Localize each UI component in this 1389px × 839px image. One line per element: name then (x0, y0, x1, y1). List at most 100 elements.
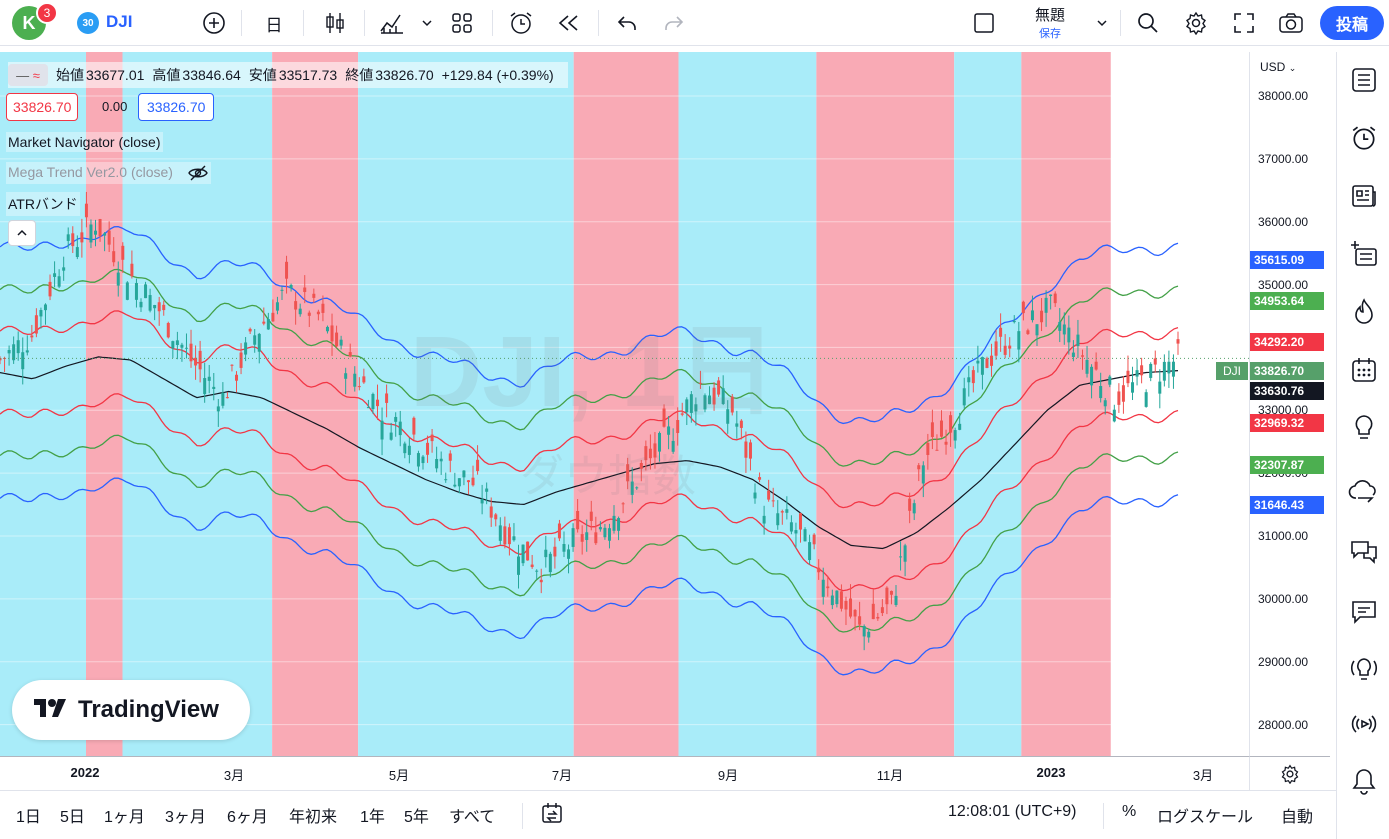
news-button[interactable] (1337, 176, 1389, 216)
notifications-button[interactable] (1337, 762, 1389, 802)
chart-type-button[interactable] (317, 0, 353, 46)
goto-date-button[interactable] (540, 801, 564, 830)
study-atr-band[interactable]: ATRバンド (6, 192, 80, 216)
candle-body (48, 281, 52, 297)
rewind-icon (558, 15, 578, 31)
buy-price-button[interactable]: 33826.70 (138, 93, 215, 121)
alert-button[interactable] (503, 0, 539, 46)
replay-button[interactable] (551, 0, 587, 46)
tradingview-logo[interactable]: TradingView (12, 680, 250, 740)
candle-body (1071, 352, 1075, 357)
study-mega-trend[interactable]: Mega Trend Ver2.0 (close) (6, 162, 211, 185)
range-all[interactable]: すべて (449, 809, 496, 826)
candle-body (244, 342, 248, 355)
alarm-clock-icon (510, 12, 532, 34)
idea-broadcast-button[interactable] (1337, 650, 1389, 690)
candle-body (839, 591, 843, 609)
indicators-dropdown[interactable] (416, 0, 438, 46)
play-stream-button[interactable] (1337, 704, 1389, 744)
candle-body (248, 328, 252, 332)
candle-body (253, 335, 257, 345)
timezone-button[interactable]: 12:08:01 (UTC+9) (948, 803, 1077, 820)
settings-button[interactable] (1178, 0, 1214, 46)
data-window-button[interactable] (1337, 234, 1389, 274)
range-5y[interactable]: 5年 (404, 809, 429, 826)
notification-badge: 3 (36, 2, 58, 24)
undo-button[interactable] (609, 0, 645, 46)
calendar-button[interactable] (1337, 350, 1389, 390)
symbol-search-button[interactable]: DJI (106, 12, 133, 31)
candle-body (894, 595, 898, 605)
candle-body (439, 458, 443, 462)
candle-body (635, 487, 639, 489)
alerts-button[interactable] (1337, 118, 1389, 158)
add-list-icon (1350, 241, 1377, 266)
candle-body (453, 484, 457, 487)
legend-toggle[interactable]: — ≈ (8, 64, 48, 86)
price-axis[interactable]: USD ⌄ 38000.0037000.0036000.0035000.0034… (1216, 52, 1330, 756)
interval-button[interactable]: 日 (265, 15, 283, 35)
time-tick-label: 9月 (717, 768, 739, 783)
collapse-legend-button[interactable] (8, 220, 36, 246)
time-tick-label: 3月 (223, 768, 245, 783)
chart-pane[interactable]: DJI, 1日 ダウ指数 — ≈ 始値 33677.01 高値 33846.64 安… (0, 52, 1249, 756)
price-tick-label: 33000.00 (1258, 403, 1309, 418)
compare-symbol-button[interactable] (196, 0, 232, 46)
candle-body (103, 233, 107, 236)
indicators-button[interactable] (374, 0, 410, 46)
range-ytd[interactable]: 年初来 (289, 809, 338, 826)
currency-selector[interactable]: USD ⌄ (1260, 60, 1296, 74)
price-tick-label: 30000.00 (1258, 591, 1309, 606)
fullscreen-button[interactable] (1226, 0, 1262, 46)
watchlist-button[interactable] (1337, 60, 1389, 100)
layout-save-button[interactable]: 無題 保存 (1020, 4, 1080, 41)
layout-name: 無題 (1034, 7, 1065, 24)
candle-body (621, 503, 625, 505)
trend-zone-10 (1110, 52, 1178, 756)
candle-body (548, 553, 552, 573)
candle-body (876, 616, 880, 619)
redo-button[interactable] (656, 0, 692, 46)
layout-dropdown[interactable] (1091, 0, 1113, 46)
candle-body (598, 527, 602, 530)
candle-body (539, 579, 543, 583)
range-1m[interactable]: 1ヶ月 (104, 809, 145, 826)
messages-button[interactable] (1337, 592, 1389, 632)
range-6m[interactable]: 6ヶ月 (227, 809, 268, 826)
ideas-button[interactable] (1337, 408, 1389, 448)
candle-body (885, 587, 889, 605)
range-1y[interactable]: 1年 (360, 809, 385, 826)
percent-scale-toggle[interactable]: % (1122, 803, 1137, 820)
mid-line (0, 356, 1179, 550)
chevron-down-icon (422, 20, 432, 27)
time-axis[interactable]: 2022 3月 5月 7月 9月 11月 2023 3月 (0, 756, 1249, 790)
candle-body (567, 549, 571, 559)
auto-scale-toggle[interactable]: 自動 (1281, 809, 1314, 826)
candle-body (812, 534, 816, 545)
candle-body (230, 364, 234, 366)
range-1d[interactable]: 1日 (16, 809, 41, 826)
study-market-navigator[interactable]: Market Navigator (close) (6, 132, 163, 152)
snapshot-button[interactable] (1273, 0, 1309, 46)
candle-body (21, 352, 25, 370)
range-3m[interactable]: 3ヶ月 (165, 809, 206, 826)
hotlists-button[interactable] (1337, 292, 1389, 332)
log-scale-toggle[interactable]: ログスケール (1157, 809, 1254, 826)
candle-body (676, 420, 680, 434)
chats-button[interactable] (1337, 532, 1389, 572)
streams-button[interactable] (1337, 472, 1389, 512)
eye-hidden-icon[interactable] (187, 164, 209, 182)
axis-settings-button[interactable] (1249, 756, 1330, 790)
candle-body (639, 462, 643, 469)
select-layout-button[interactable] (966, 0, 1002, 46)
news-icon (1351, 185, 1376, 207)
bell-icon (1351, 769, 1376, 795)
publish-button[interactable]: 投稿 (1320, 6, 1384, 40)
price-chart[interactable] (0, 52, 1249, 756)
candle-body (1030, 310, 1034, 321)
layout-button[interactable] (444, 0, 480, 46)
range-5d[interactable]: 5日 (60, 809, 85, 826)
search-button[interactable] (1130, 0, 1166, 46)
candle-body (1080, 355, 1084, 357)
sell-price-button[interactable]: 33826.70 (6, 93, 79, 121)
